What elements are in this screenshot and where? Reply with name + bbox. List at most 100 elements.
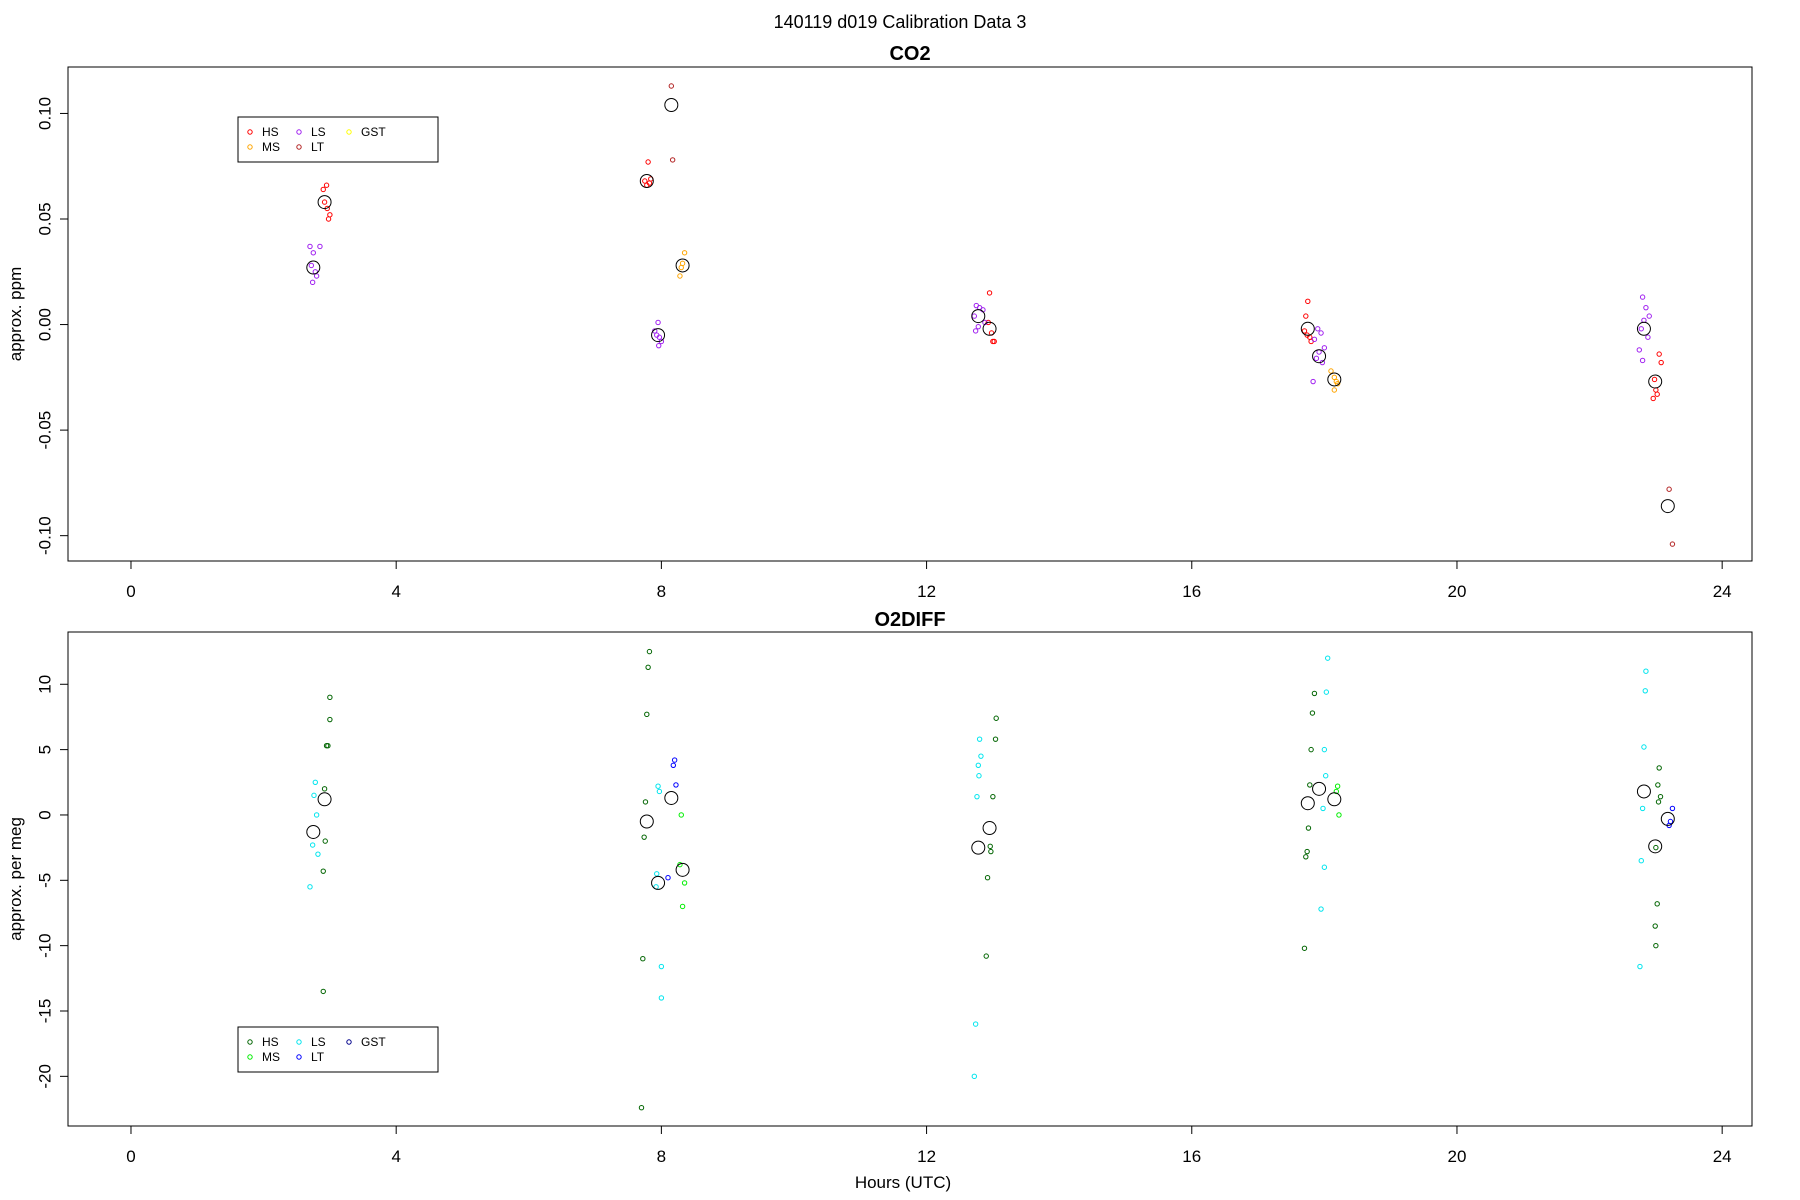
co2-mean-point	[639, 174, 654, 188]
o2diff-mean-point	[1660, 811, 1675, 826]
o2diff-point-ls	[658, 995, 665, 1001]
o2diff-point-hs	[987, 843, 993, 850]
co2-legend-marker-lt	[296, 144, 302, 150]
o2diff-legend-marker-lt	[296, 1054, 302, 1060]
co2-x-tick-label: 0	[126, 582, 135, 601]
o2diff-point-hs	[642, 799, 649, 805]
o2diff-points	[307, 648, 1676, 1111]
co2-point-hs	[645, 159, 651, 165]
o2diff-mean-point	[675, 862, 690, 877]
co2-point-hs	[1305, 298, 1311, 305]
co2-mean-point	[1300, 321, 1315, 336]
o2diff-x-tick-label: 0	[126, 1147, 135, 1166]
co2-point-ls	[975, 323, 981, 330]
co2-point-lt	[669, 157, 676, 163]
co2-point-ls	[1636, 347, 1642, 353]
o2diff-point-ls	[976, 773, 982, 779]
o2diff-legend-label-hs: HS	[262, 1035, 279, 1049]
o2diff-point-hs	[322, 838, 328, 844]
co2-legend-box	[237, 116, 439, 163]
o2diff-legend-box	[237, 1026, 439, 1073]
o2diff-y-axis-label: approx. per meg	[6, 817, 25, 941]
co2-points	[307, 83, 1676, 547]
o2diff-point-ls	[1318, 906, 1324, 912]
co2-point-hs	[321, 199, 328, 205]
co2-point-ls	[317, 243, 323, 250]
o2diff-point-hs	[1653, 942, 1659, 949]
co2-point-ls	[307, 243, 313, 250]
co2-point-ls	[1310, 378, 1316, 385]
o2diff-point-ls	[1321, 864, 1328, 870]
o2diff-mean-point	[639, 814, 654, 829]
co2-point-ls	[972, 328, 979, 334]
o2diff-point-ls	[315, 851, 321, 857]
co2-legend-marker-gst	[346, 129, 352, 135]
co2-mean-point	[971, 309, 986, 324]
o2diff-point-hs	[327, 694, 333, 701]
o2diff-point-ls	[1637, 963, 1643, 970]
o2diff-point-ls	[1638, 858, 1644, 864]
o2diff-point-ms	[679, 903, 686, 910]
co2-mean-point	[1636, 321, 1651, 336]
o2diff-point-hs	[1654, 901, 1660, 907]
o2diff-point-ms	[677, 861, 683, 868]
o2diff-point-hs	[990, 793, 996, 800]
o2diff-point-hs	[1305, 825, 1312, 831]
o2diff-point-ms	[678, 812, 684, 818]
co2-legend-label-ls: LS	[311, 125, 326, 139]
o2diff-y-tick-label: -10	[35, 933, 54, 958]
co2-means	[306, 98, 1675, 514]
o2diff-point-hs	[983, 953, 989, 959]
o2diff-point-ls	[1323, 689, 1330, 695]
o2diff-mean-point	[982, 821, 997, 836]
co2-point-ms	[1331, 387, 1338, 393]
o2diff-mean-point	[664, 790, 679, 805]
o2diff-point-ls	[975, 762, 981, 769]
o2diff-point-lt	[1669, 805, 1676, 812]
co2-point-ls	[1315, 326, 1321, 332]
o2diff-x-tick-label: 24	[1713, 1147, 1732, 1166]
co2-x-tick-label: 12	[917, 582, 936, 601]
o2diff-point-hs	[320, 868, 326, 874]
co2-point-ls	[309, 279, 316, 286]
co2-point-ls	[313, 273, 320, 279]
o2diff-legend-label-gst: GST	[361, 1035, 386, 1049]
o2diff-y-tick-label: 10	[35, 675, 54, 694]
o2diff-point-hs	[321, 786, 328, 792]
co2-point-lt	[668, 83, 675, 89]
co2-y-tick-label: -0.05	[35, 411, 54, 450]
o2diff-legend-label-ls: LS	[311, 1035, 326, 1049]
co2-point-hs	[1650, 395, 1656, 402]
o2diff-point-ls	[971, 1073, 978, 1080]
co2-mean-point	[306, 260, 321, 275]
co2-point-ls	[1313, 355, 1320, 362]
o2diff-mean-point	[1312, 781, 1327, 796]
o2diff-point-hs	[325, 742, 331, 749]
o2diff-legend-marker-ms	[247, 1054, 253, 1060]
o2diff-point-ls	[312, 779, 318, 785]
co2-point-hs	[1651, 376, 1658, 383]
o2diff-point-hs	[1653, 844, 1659, 851]
o2diff-point-ms	[681, 880, 688, 886]
co2-point-ls	[1639, 357, 1646, 364]
co2-point-ls	[1316, 349, 1322, 355]
o2diff-point-hs	[1311, 690, 1318, 697]
co2-legend-label-gst: GST	[361, 125, 386, 139]
o2diff-point-ls	[656, 788, 663, 795]
o2diff-point-hs	[1657, 793, 1664, 800]
o2diff-point-ls	[976, 736, 983, 742]
co2-point-hs	[1301, 328, 1308, 334]
o2diff-legend-marker-gst	[346, 1039, 352, 1045]
o2diff-panel-title: O2DIFF	[874, 609, 945, 631]
co2-point-ls	[971, 313, 978, 319]
o2diff-point-ls	[1642, 688, 1648, 694]
co2-point-ms	[1328, 368, 1334, 374]
o2diff-point-ls	[313, 812, 320, 818]
co2-y-tick-label: -0.10	[35, 516, 54, 555]
co2-x-tick-label: 8	[657, 582, 666, 601]
co2-point-ls	[655, 319, 661, 326]
co2-point-hs	[986, 290, 993, 296]
o2diff-point-ms	[1336, 812, 1342, 818]
o2diff-point-hs	[1303, 854, 1309, 860]
o2diff-mean-point	[1327, 792, 1342, 807]
